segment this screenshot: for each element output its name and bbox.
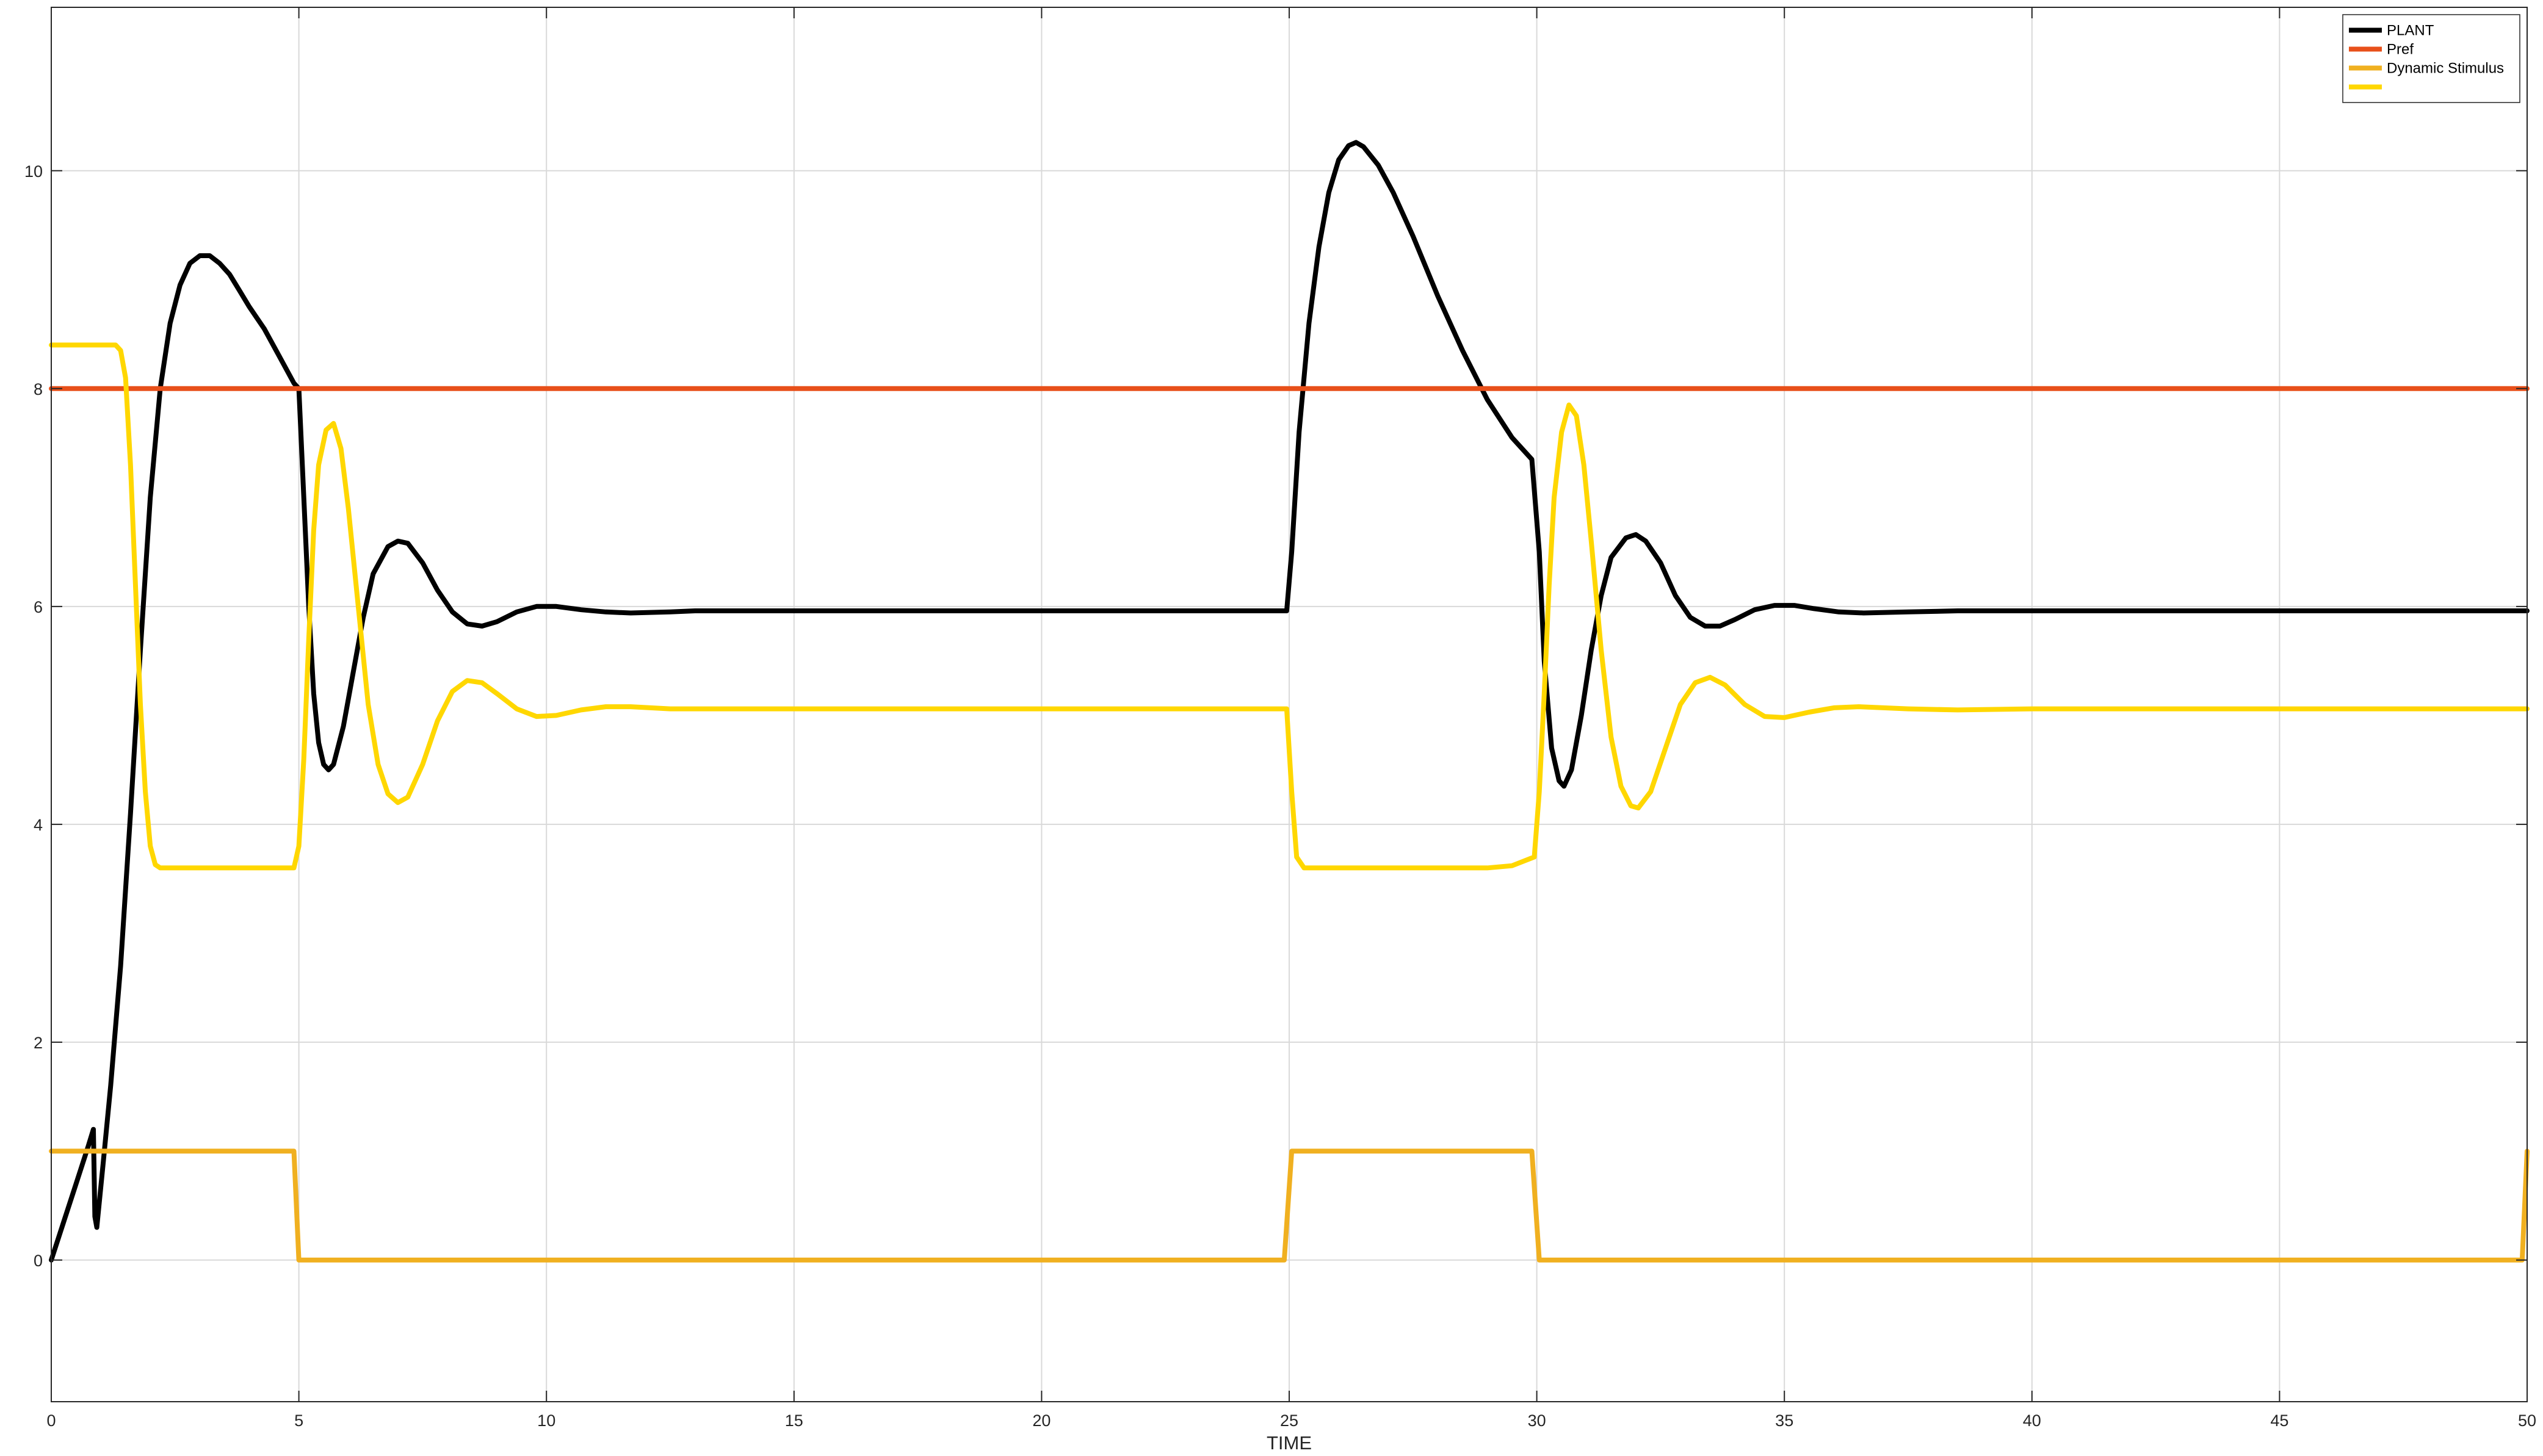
series-line-plant-0 (49, 140, 2530, 1263)
series-line-dynamic-stimulus-2 (49, 1148, 2530, 1263)
x-tick-label: 0 (46, 1411, 56, 1430)
legend-label: PLANT (2387, 23, 2434, 39)
x-tick-label: 5 (294, 1411, 303, 1430)
y-tick-label: 10 (24, 162, 43, 181)
legend-label: Dynamic Stimulus (2387, 60, 2504, 77)
y-tick-label: 4 (34, 816, 43, 834)
y-tick-label: 8 (34, 380, 43, 398)
y-tick-label: 0 (34, 1252, 43, 1270)
x-tick-label: 50 (2518, 1411, 2536, 1430)
y-tick-label: 2 (34, 1034, 43, 1052)
x-tick-label: 40 (2023, 1411, 2041, 1430)
legend-label: Pref (2387, 41, 2414, 58)
x-tick-label: 10 (537, 1411, 555, 1430)
series-lines (49, 140, 2530, 1263)
y-tick-label: 6 (34, 598, 43, 616)
x-tick-label: 25 (1280, 1411, 1298, 1430)
series-line-unnamed-3 (49, 342, 2530, 871)
legend[interactable]: PLANT Pref Dynamic Stimulus (2342, 14, 2520, 103)
axis-ticks: 0 5 10 15 20 25 30 35 40 45 50 0 2 4 6 8 10 (24, 7, 2536, 1430)
x-tick-label: 15 (785, 1411, 803, 1430)
legend-items: PLANT Pref Dynamic Stimulus (2349, 23, 2504, 90)
x-axis-label: TIME (1267, 1432, 1312, 1454)
x-tick-label: 35 (1775, 1411, 1793, 1430)
x-tick-label: 30 (1528, 1411, 1546, 1430)
x-tick-label: 45 (2270, 1411, 2288, 1430)
x-tick-label: 20 (1032, 1411, 1051, 1430)
